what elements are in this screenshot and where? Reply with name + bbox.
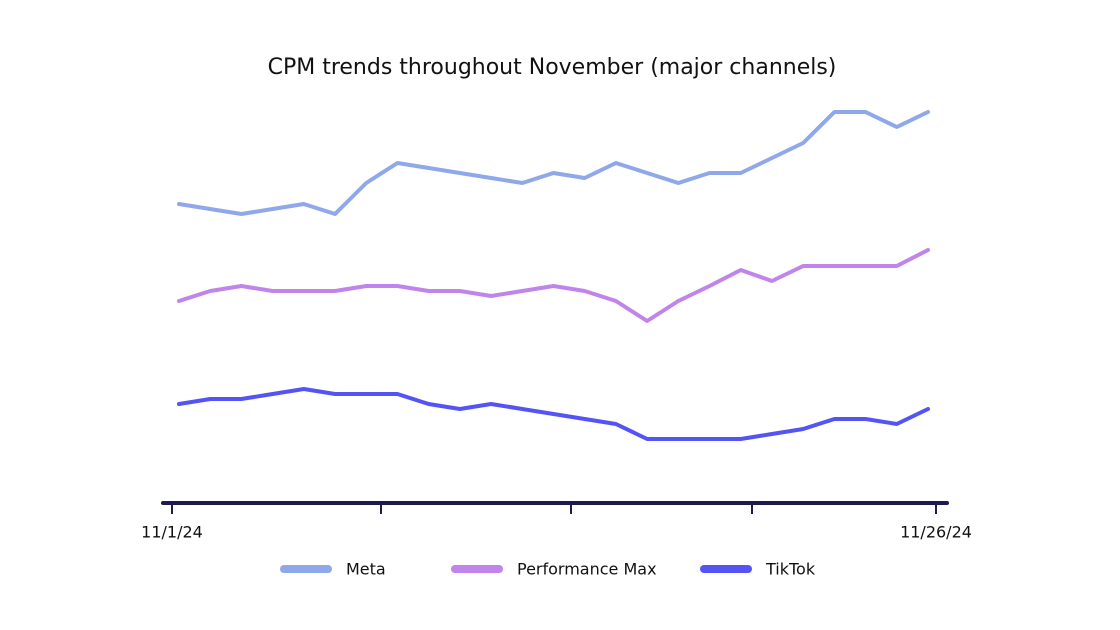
- legend-label: Meta: [346, 560, 386, 579]
- series-line: [177, 110, 930, 216]
- legend-label: TikTok: [765, 560, 816, 579]
- axis-ticks: [380, 503, 753, 514]
- x-tick-label: 11/26/24: [900, 523, 972, 542]
- series-line: [177, 387, 930, 441]
- legend-label: Performance Max: [517, 560, 657, 579]
- chart-title: CPM trends throughout November (major ch…: [268, 55, 837, 80]
- series-line: [177, 248, 930, 323]
- x-tick-label: 11/1/24: [141, 523, 203, 542]
